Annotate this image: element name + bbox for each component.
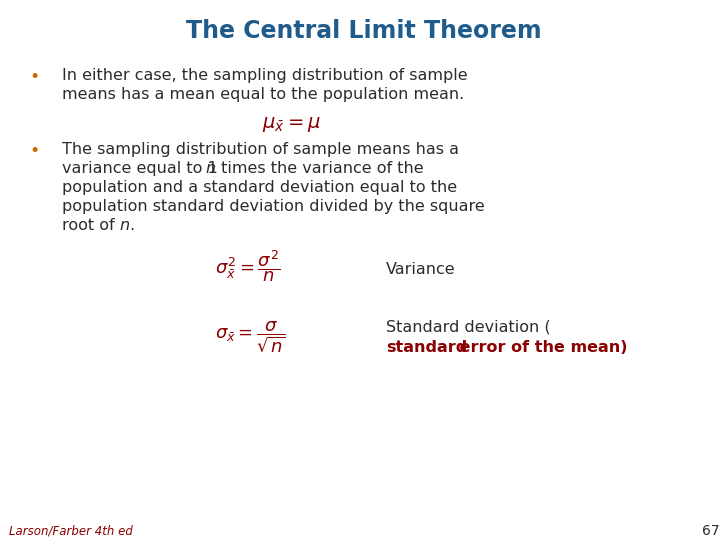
- Text: •: •: [29, 68, 39, 86]
- Text: $n$: $n$: [119, 218, 130, 233]
- Text: In either case, the sampling distribution of sample: In either case, the sampling distributio…: [62, 68, 467, 83]
- Text: •: •: [29, 142, 39, 160]
- Text: population and a standard deviation equal to the: population and a standard deviation equa…: [62, 180, 457, 195]
- Text: means has a mean equal to the population mean.: means has a mean equal to the population…: [62, 87, 464, 102]
- Text: population standard deviation divided by the square: population standard deviation divided by…: [62, 199, 485, 214]
- Text: variance equal to 1: variance equal to 1: [62, 161, 218, 176]
- Text: root of: root of: [62, 218, 119, 233]
- Text: Larson/Farber 4th ed: Larson/Farber 4th ed: [9, 525, 132, 538]
- Text: $\mu_{\bar{x}} = \mu$: $\mu_{\bar{x}} = \mu$: [262, 115, 321, 134]
- Text: $n$: $n$: [205, 161, 215, 176]
- Text: times the variance of the: times the variance of the: [216, 161, 424, 176]
- Text: Standard deviation (: Standard deviation (: [386, 319, 550, 334]
- Text: .: .: [129, 218, 134, 233]
- Text: The sampling distribution of sample means has a: The sampling distribution of sample mean…: [62, 142, 459, 157]
- Text: 67: 67: [702, 524, 719, 538]
- Text: $\sigma^2_{\bar{x}} = \dfrac{\sigma^2}{n}$: $\sigma^2_{\bar{x}} = \dfrac{\sigma^2}{n…: [215, 248, 280, 284]
- Text: The Central Limit Theorem: The Central Limit Theorem: [186, 19, 542, 43]
- Text: $\sigma_{\bar{x}} = \dfrac{\sigma}{\sqrt{n}}$: $\sigma_{\bar{x}} = \dfrac{\sigma}{\sqrt…: [215, 319, 285, 354]
- Text: standard: standard: [386, 340, 467, 354]
- Text: Variance: Variance: [386, 262, 456, 277]
- Text: error of the mean): error of the mean): [454, 340, 628, 354]
